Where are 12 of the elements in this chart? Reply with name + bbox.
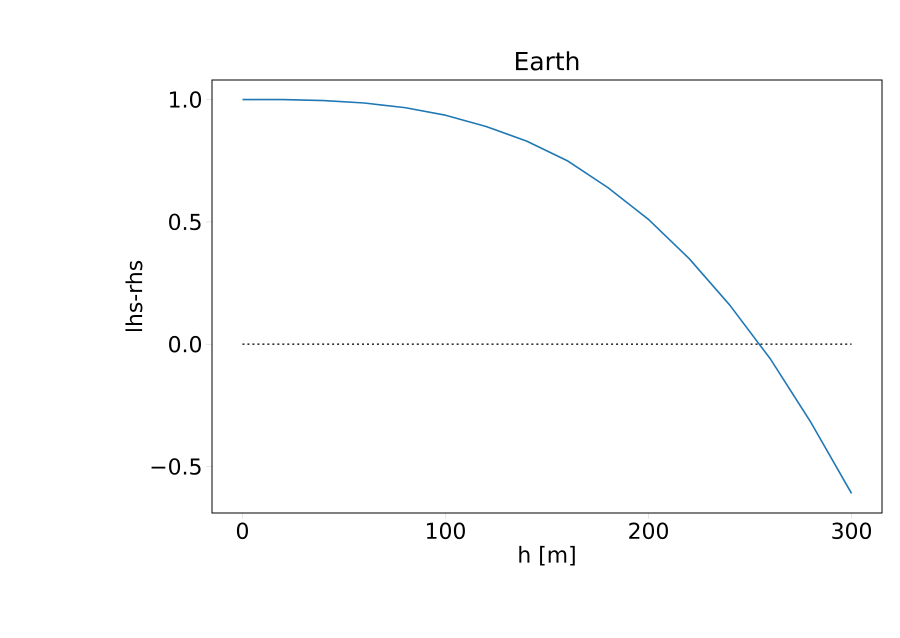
x-tick-label: 100	[426, 522, 465, 540]
line-series	[242, 98, 852, 494]
y-tick-label: 0.0	[169, 336, 202, 352]
x-tick-label: 300	[832, 522, 871, 540]
x-tick-label: 0	[236, 522, 248, 540]
x-tick-label: 200	[629, 522, 668, 540]
y-axis-title: lhs-rhs	[125, 260, 142, 332]
y-tick-label: 0.5	[169, 214, 201, 230]
y-tick-label: −0.5	[152, 458, 201, 475]
chart-title: Earth	[516, 51, 578, 70]
y-tick-label: 1.0	[170, 91, 202, 108]
x-axis-title: h [m]	[519, 546, 575, 566]
